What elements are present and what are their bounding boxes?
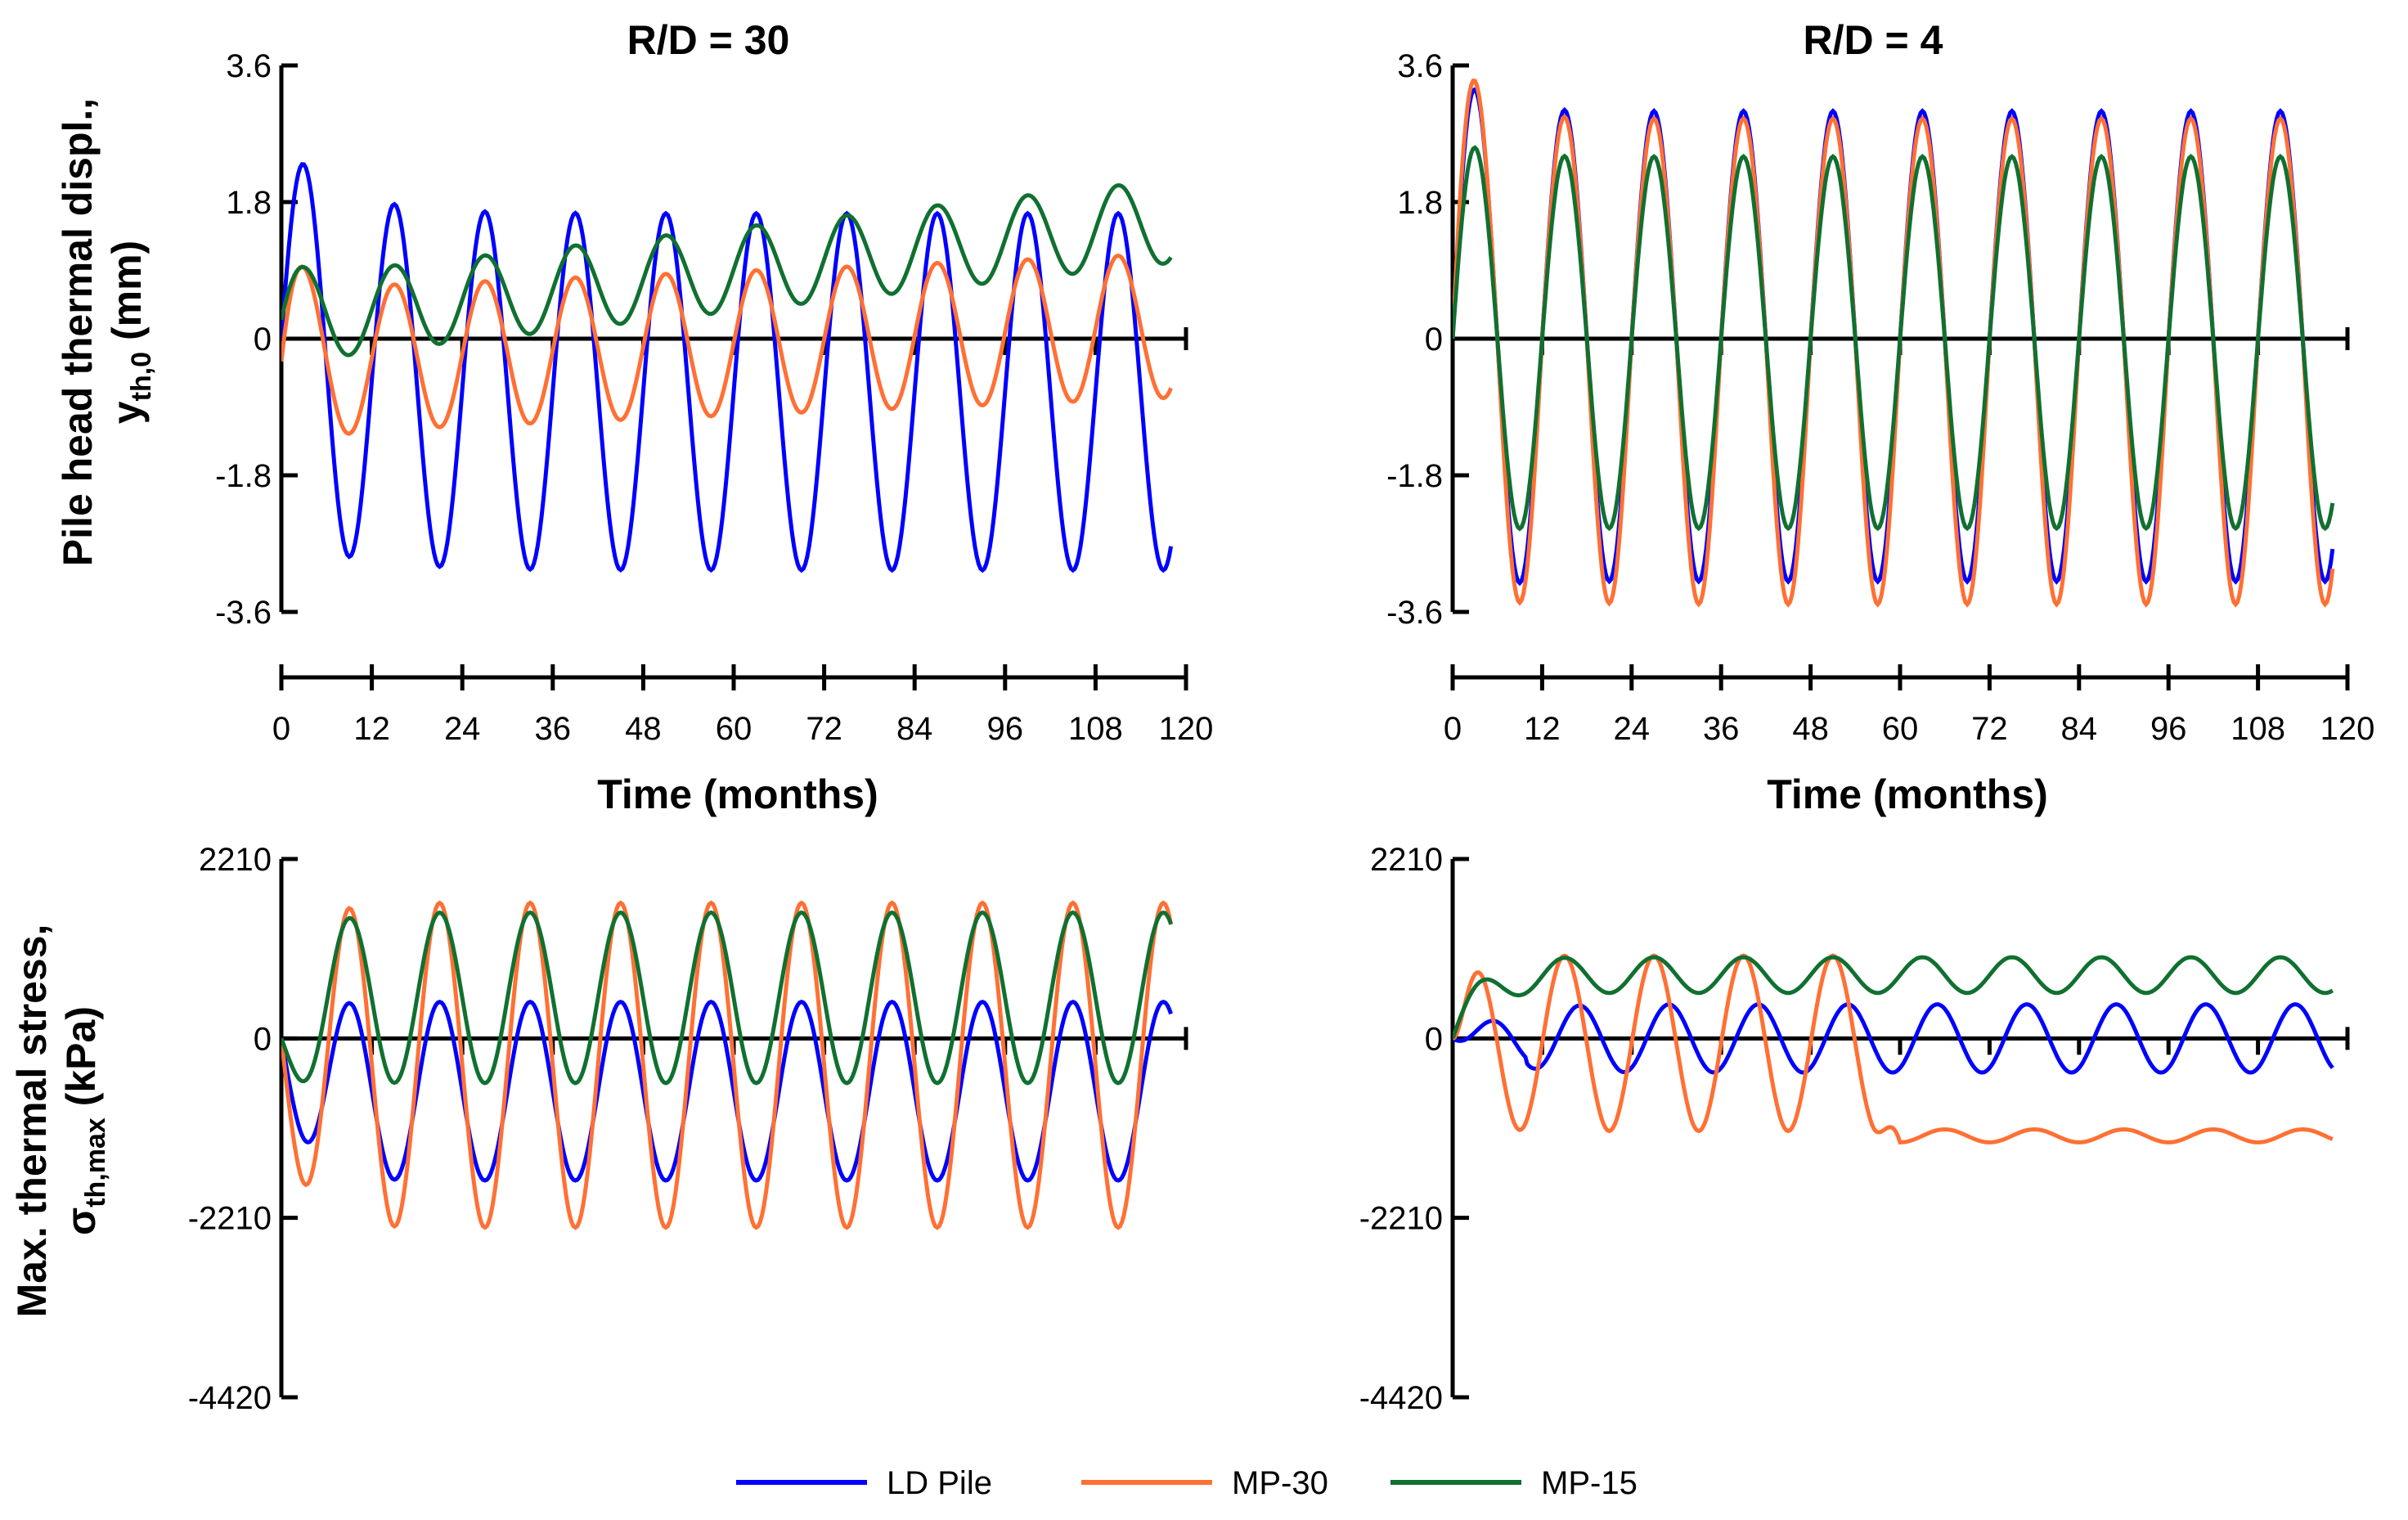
time-tick-label: 96 — [2150, 711, 2187, 747]
y-tick-label: 0 — [254, 1021, 272, 1057]
y-tick-label: 0 — [1425, 1021, 1443, 1057]
time-tick-label: 12 — [1524, 711, 1561, 747]
time-tick-label: 36 — [535, 711, 572, 747]
series-mp-30 — [1453, 953, 2334, 1144]
time-tick-label: 84 — [2061, 711, 2098, 747]
y-tick-label: 3.6 — [226, 48, 272, 84]
time-tick-label: 60 — [1882, 711, 1919, 747]
time-tick-label: 72 — [806, 711, 842, 747]
legend-label-mp15: MP-15 — [1541, 1465, 1638, 1501]
legend: LD Pile MP-30 MP-15 — [736, 1465, 1638, 1501]
y-tick-label: -3.6 — [215, 595, 272, 631]
panel-stress-rd4: 2210 0 -2210 -4420 — [1359, 842, 2350, 1416]
ylabel-bottom-line2: σth,max (kPa) — [58, 1006, 111, 1235]
title-rd4: R/D = 4 — [1804, 17, 1943, 63]
y-tick-label: 3.6 — [1397, 48, 1443, 84]
time-axis-right: 0 12 24 36 48 60 72 84 96 108 120 — [1444, 664, 2375, 747]
time-tick-label: 72 — [1971, 711, 2008, 747]
time-tick-label: 24 — [1614, 711, 1651, 747]
time-tick-label: 48 — [625, 711, 662, 747]
y-tick-label: -2210 — [1359, 1201, 1443, 1237]
time-tick-label: 0 — [1444, 711, 1462, 747]
time-tick-label: 84 — [896, 711, 933, 747]
y-tick-label: 0 — [1425, 322, 1443, 358]
time-tick-label: 108 — [1068, 711, 1123, 747]
y-tick-label: -1.8 — [215, 458, 272, 494]
series-mp-30 — [281, 253, 1173, 436]
legend-label-mp30: MP-30 — [1232, 1465, 1328, 1501]
ylabel-top-line1: Pile head thermal displ., — [55, 98, 101, 566]
panel-displ-rd30: 3.6 1.8 0 -1.8 -3.6 — [215, 48, 1188, 631]
ylabel-bottom-line1: Max. thermal stress, — [9, 924, 55, 1318]
series-mp-15 — [281, 910, 1173, 1086]
y-tick-label: 2210 — [1370, 842, 1443, 878]
panel-displ-rd4: 3.6 1.8 0 -1.8 -3.6 — [1386, 48, 2350, 631]
ylabel-top-line2: yth,0 (mm) — [104, 241, 157, 424]
time-tick-label: 60 — [716, 711, 752, 747]
y-tick-label: 1.8 — [226, 185, 272, 221]
time-tick-label: 120 — [1159, 711, 1214, 747]
series-mp-15 — [1453, 955, 2334, 1040]
y-tick-label: 2210 — [199, 842, 272, 878]
title-rd30: R/D = 30 — [627, 17, 790, 63]
y-tick-label: -4420 — [188, 1380, 272, 1416]
y-tick-label: -4420 — [1359, 1380, 1443, 1416]
time-tick-label: 96 — [987, 711, 1024, 747]
y-tick-label: -2210 — [188, 1201, 272, 1237]
y-tick-label: -1.8 — [1386, 458, 1443, 494]
legend-label-ld-pile: LD Pile — [887, 1465, 992, 1501]
y-tick-label: 1.8 — [1397, 185, 1443, 221]
y-tick-label: -3.6 — [1386, 595, 1443, 631]
time-tick-label: 120 — [2320, 711, 2375, 747]
series-ld-pile — [1453, 1002, 2334, 1075]
y-tick-label: 0 — [254, 322, 272, 358]
series-mp-30 — [1453, 79, 2335, 608]
time-axis-left: 0 12 24 36 48 60 72 84 96 108 120 — [272, 664, 1214, 747]
time-tick-label: 48 — [1792, 711, 1829, 747]
xlabel-right: Time (months) — [1767, 771, 2048, 817]
xlabel-left: Time (months) — [597, 771, 878, 817]
time-tick-label: 12 — [353, 711, 390, 747]
time-tick-label: 24 — [444, 711, 481, 747]
time-tick-label: 108 — [2231, 711, 2285, 747]
series-mp-15 — [1453, 145, 2335, 532]
time-tick-label: 0 — [272, 711, 290, 747]
series-ld-pile — [281, 1000, 1173, 1183]
time-tick-label: 36 — [1703, 711, 1740, 747]
series-mp-15 — [281, 182, 1173, 358]
series-ld-pile — [281, 162, 1174, 573]
panel-stress-rd30: 2210 0 -2210 -4420 — [188, 842, 1188, 1416]
